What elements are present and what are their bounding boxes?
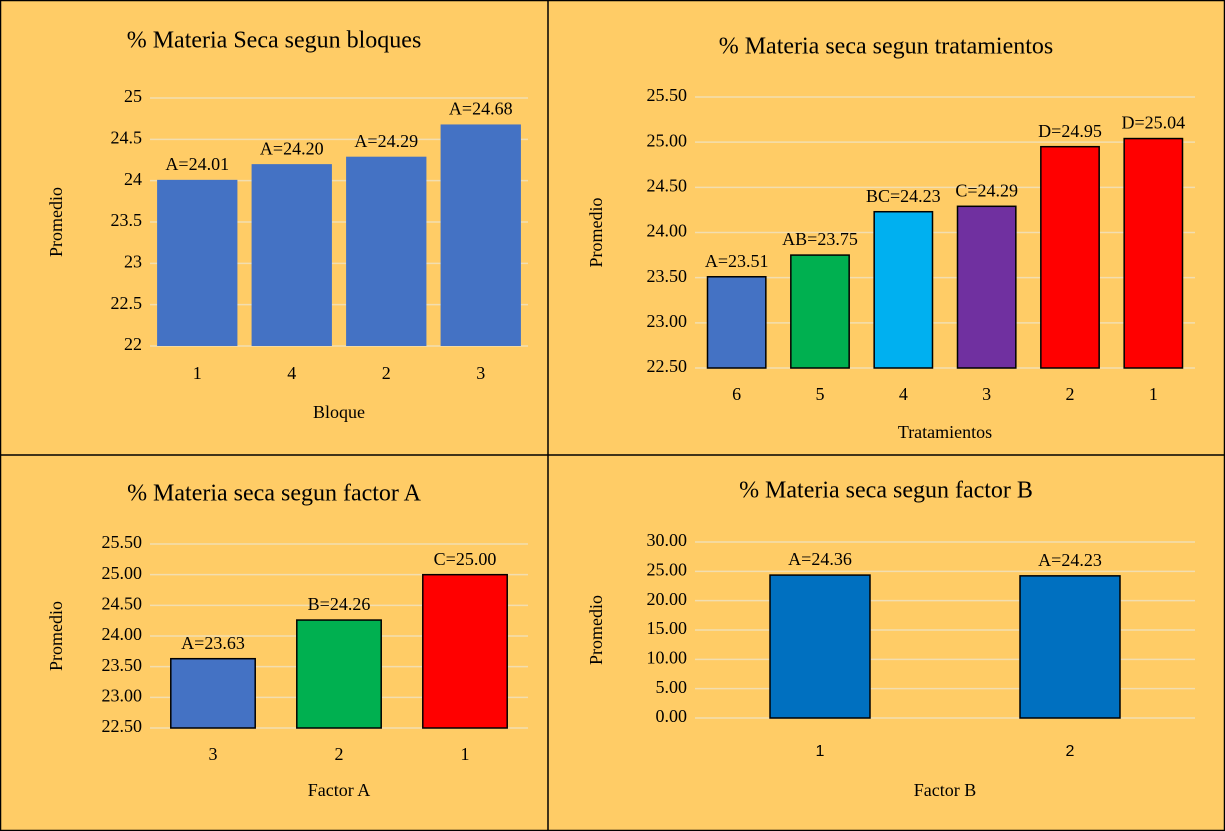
y-tick-label: 30.00: [647, 530, 688, 550]
x-tick-label: 1: [193, 363, 202, 383]
bar: [706, 276, 767, 369]
data-label: A=24.68: [449, 99, 513, 119]
bar: [769, 574, 871, 719]
bar: [157, 179, 238, 346]
bar: [346, 156, 427, 346]
bar: [170, 657, 256, 729]
y-tick-label: 22.50: [647, 356, 688, 376]
y-tick-label: 25.50: [102, 532, 143, 552]
y-tick-label: 25.00: [647, 559, 688, 579]
data-label: A=24.36: [788, 549, 852, 569]
x-tick-label: 5: [816, 384, 825, 404]
x-tick-label: 3: [476, 363, 485, 383]
data-label: D=24.95: [1038, 121, 1102, 141]
y-tick-label: 5.00: [656, 677, 688, 697]
y-axis-label: Promedio: [46, 187, 66, 257]
bar: [440, 124, 521, 346]
x-tick-label: 3: [982, 384, 991, 404]
chart-title: % Materia seca segun factor A: [127, 481, 422, 507]
x-tick-label: 3: [209, 744, 218, 764]
x-tick-label: 1: [1149, 384, 1158, 404]
y-tick-label: 0.00: [656, 706, 688, 726]
y-tick-label: 23.5: [111, 210, 143, 230]
data-label: A=24.20: [260, 138, 324, 158]
bar: [251, 164, 332, 346]
bar: [1123, 137, 1184, 369]
y-tick-label: 25: [124, 86, 142, 106]
data-label: B=24.26: [308, 594, 371, 614]
x-tick-label: 2: [382, 363, 391, 383]
data-label: A=24.23: [1038, 550, 1102, 570]
x-tick-label: 2: [1066, 743, 1075, 760]
y-tick-label: 25.50: [647, 85, 688, 105]
y-tick-label: 24.50: [647, 175, 688, 195]
chart-title: % Materia seca segun tratamientos: [719, 34, 1054, 60]
y-tick-label: 24.50: [102, 593, 143, 613]
x-tick-label: 6: [732, 384, 741, 404]
x-tick-label: 2: [335, 744, 344, 764]
y-axis-label: Promedio: [586, 198, 606, 268]
y-tick-label: 22.50: [102, 716, 143, 736]
y-tick-label: 24.5: [111, 127, 143, 147]
x-tick-label: 4: [287, 363, 296, 383]
data-label: A=24.01: [165, 154, 229, 174]
data-label: AB=23.75: [782, 229, 858, 249]
data-label: A=23.51: [705, 251, 769, 271]
y-tick-label: 20.00: [647, 589, 688, 609]
bar: [790, 254, 850, 369]
y-tick-label: 25.00: [102, 563, 143, 583]
data-label: D=25.04: [1122, 113, 1186, 133]
y-tick-label: 23.50: [647, 266, 688, 286]
y-tick-label: 22: [124, 334, 142, 354]
data-label: BC=24.23: [866, 186, 941, 206]
y-tick-label: 10.00: [647, 647, 688, 667]
x-axis-label: Tratamientos: [898, 422, 992, 442]
x-tick-label: 4: [899, 384, 908, 404]
x-axis-label: Bloque: [313, 402, 365, 422]
bar: [873, 210, 934, 369]
y-tick-label: 23: [124, 251, 142, 271]
y-tick-label: 23.00: [647, 311, 688, 331]
bar: [956, 205, 1017, 369]
y-tick-label: 23.00: [102, 685, 143, 705]
data-label: A=24.29: [354, 131, 418, 151]
bar: [1040, 145, 1100, 369]
bar: [296, 619, 382, 729]
x-tick-label: 1: [461, 744, 470, 764]
data-label: A=23.63: [181, 633, 245, 653]
y-tick-label: 22.5: [111, 293, 143, 313]
chart-title: % Materia seca segun factor B: [739, 478, 1033, 504]
data-label: C=24.29: [955, 180, 1018, 200]
x-axis-label: Factor A: [308, 780, 371, 800]
y-tick-label: 25.00: [647, 130, 688, 150]
y-tick-label: 24.00: [102, 624, 143, 644]
y-tick-label: 24: [124, 169, 142, 189]
x-tick-label: 2: [1066, 384, 1075, 404]
data-label: C=25.00: [434, 549, 497, 569]
x-tick-label: 1: [816, 743, 825, 760]
x-axis-label: Factor B: [914, 780, 977, 800]
y-tick-label: 24.00: [647, 221, 688, 241]
y-tick-label: 23.50: [102, 655, 143, 675]
chart-title: % Materia Seca segun bloques: [127, 28, 422, 54]
bar: [422, 573, 508, 729]
y-axis-label: Promedio: [586, 595, 606, 665]
y-tick-label: 15.00: [647, 618, 688, 638]
bar: [1019, 575, 1121, 719]
y-axis-label: Promedio: [46, 601, 66, 671]
